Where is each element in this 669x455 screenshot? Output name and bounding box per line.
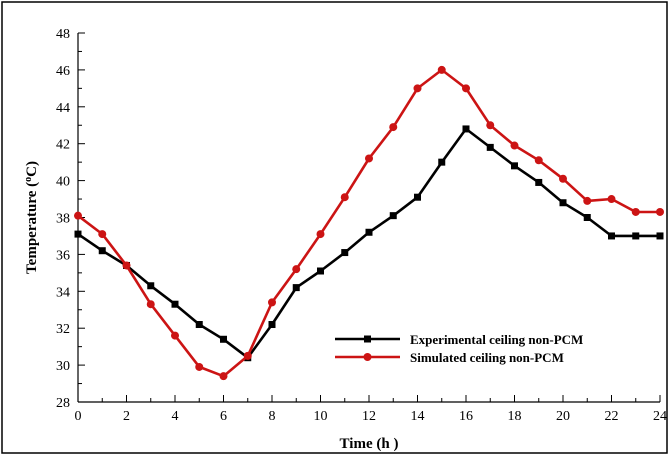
x-tick-label: 18 <box>508 409 522 424</box>
data-point <box>583 214 591 221</box>
y-axis-label-unit: C) <box>24 161 40 177</box>
y-tick-label: 34 <box>56 285 70 300</box>
data-point <box>511 162 518 170</box>
data-point <box>510 141 519 150</box>
y-tick-label: 32 <box>56 322 70 337</box>
data-point <box>98 247 106 255</box>
legend-marker <box>364 335 371 343</box>
data-point <box>146 300 155 309</box>
legend-marker <box>363 353 372 361</box>
series-simulated <box>74 65 664 381</box>
data-point <box>437 65 446 74</box>
data-point <box>316 230 325 239</box>
y-tick-label: 44 <box>56 101 70 116</box>
y-axis-label: Temperature (oC) <box>23 161 41 274</box>
data-point <box>462 125 470 133</box>
y-tick-label: 28 <box>56 396 70 411</box>
data-point <box>656 232 664 240</box>
data-point <box>559 199 567 207</box>
x-tick-label: 14 <box>411 409 425 424</box>
data-point <box>413 84 422 93</box>
data-point <box>74 211 82 220</box>
data-point <box>98 230 107 239</box>
x-tick-label: 4 <box>172 409 179 424</box>
data-point <box>171 300 179 308</box>
data-point <box>438 158 446 166</box>
y-axis-label-sup: o <box>23 177 34 182</box>
data-point <box>656 207 664 216</box>
data-point <box>631 207 640 216</box>
y-tick-label: 38 <box>56 212 70 227</box>
data-point <box>583 196 592 205</box>
axis-labels: Time (h ) Temperature (oC) <box>23 161 399 452</box>
x-tick-label: 8 <box>269 409 276 424</box>
data-point <box>220 335 227 343</box>
x-tick-label: 2 <box>123 409 130 424</box>
data-point <box>486 121 495 130</box>
x-tick-label: 20 <box>556 409 570 424</box>
data-point <box>340 193 349 202</box>
axes: 0 2 4 6 8 10 12 14 16 18 20 22 242830323436384042444… <box>56 27 667 424</box>
y-tick-label: 40 <box>56 175 70 190</box>
y-axis-label-main: Temperature ( <box>24 182 40 274</box>
x-tick-label: 22 <box>605 409 619 424</box>
data-point <box>608 232 615 240</box>
data-point <box>195 362 204 371</box>
data-point <box>365 154 373 163</box>
data-point <box>268 298 276 307</box>
data-point <box>341 249 349 257</box>
data-point <box>243 351 252 360</box>
y-tick-label: 48 <box>56 27 70 42</box>
y-tick-label: 36 <box>56 248 70 263</box>
y-tick-label: 42 <box>56 138 70 153</box>
data-point <box>268 321 276 329</box>
series-experimental <box>74 125 664 362</box>
data-point <box>414 193 421 201</box>
data-point <box>535 178 543 186</box>
series-layer <box>74 65 664 381</box>
data-point <box>292 284 300 292</box>
data-point <box>559 174 567 183</box>
data-point <box>195 321 203 329</box>
data-point <box>607 195 616 204</box>
data-point <box>74 230 82 238</box>
x-tick-label: 0 <box>75 409 82 424</box>
x-tick-label: 24 <box>653 409 667 424</box>
y-tick-label: 30 <box>56 359 70 374</box>
x-tick-label: 12 <box>362 409 376 424</box>
x-tick-label: 10 <box>314 409 328 424</box>
data-point <box>389 123 398 132</box>
data-point <box>632 232 640 240</box>
legend-label: Simulated ceiling non-PCM <box>410 350 564 365</box>
data-point <box>534 156 543 165</box>
data-point <box>462 84 470 93</box>
x-tick-label: 16 <box>459 409 473 424</box>
data-point <box>389 212 397 220</box>
legend: Experimental ceiling non-PCM Simulated ce… <box>335 332 583 365</box>
data-point <box>365 228 373 236</box>
data-point <box>171 331 179 340</box>
data-point <box>219 372 228 381</box>
x-tick-label: 6 <box>220 409 227 424</box>
legend-label: Experimental ceiling non-PCM <box>410 332 583 347</box>
data-point <box>122 261 131 270</box>
data-point <box>147 282 155 290</box>
y-tick-label: 46 <box>56 64 70 79</box>
data-point <box>317 267 324 275</box>
data-point <box>486 143 494 151</box>
series-line <box>76 68 662 378</box>
data-point <box>292 265 301 274</box>
x-axis-label: Time (h ) <box>340 436 399 452</box>
